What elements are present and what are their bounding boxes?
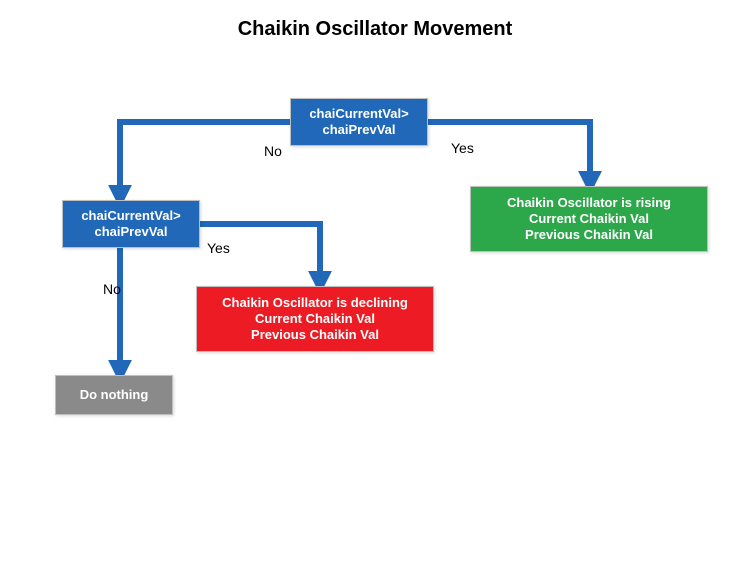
result-rising: Chaikin Oscillator is risingCurrent Chai… [470,186,708,252]
node-line: Previous Chaikin Val [525,227,653,243]
node-line: chaiCurrentVal> [309,106,408,122]
decision-secondary: chaiCurrentVal>chaiPrevVal [62,200,200,248]
node-line: chaiPrevVal [323,122,396,138]
result-declining: Chaikin Oscillator is decliningCurrent C… [196,286,434,352]
node-line: Current Chaikin Val [255,311,375,327]
edge-label-no: No [264,143,282,159]
edge-label-yes: Yes [451,140,474,156]
result-do-nothing: Do nothing [55,375,173,415]
node-line: Current Chaikin Val [529,211,649,227]
node-line: chaiPrevVal [95,224,168,240]
decision-root: chaiCurrentVal>chaiPrevVal [290,98,428,146]
edge-label-yes: Yes [207,240,230,256]
edge-root-to-noCheck [120,122,290,198]
node-line: Chaikin Oscillator is declining [222,295,408,311]
page-title: Chaikin Oscillator Movement [0,18,750,41]
node-line: Chaikin Oscillator is rising [507,195,671,211]
node-line: chaiCurrentVal> [81,208,180,224]
node-line: Previous Chaikin Val [251,327,379,343]
edge-label-no: No [103,281,121,297]
node-line: Do nothing [80,387,149,403]
